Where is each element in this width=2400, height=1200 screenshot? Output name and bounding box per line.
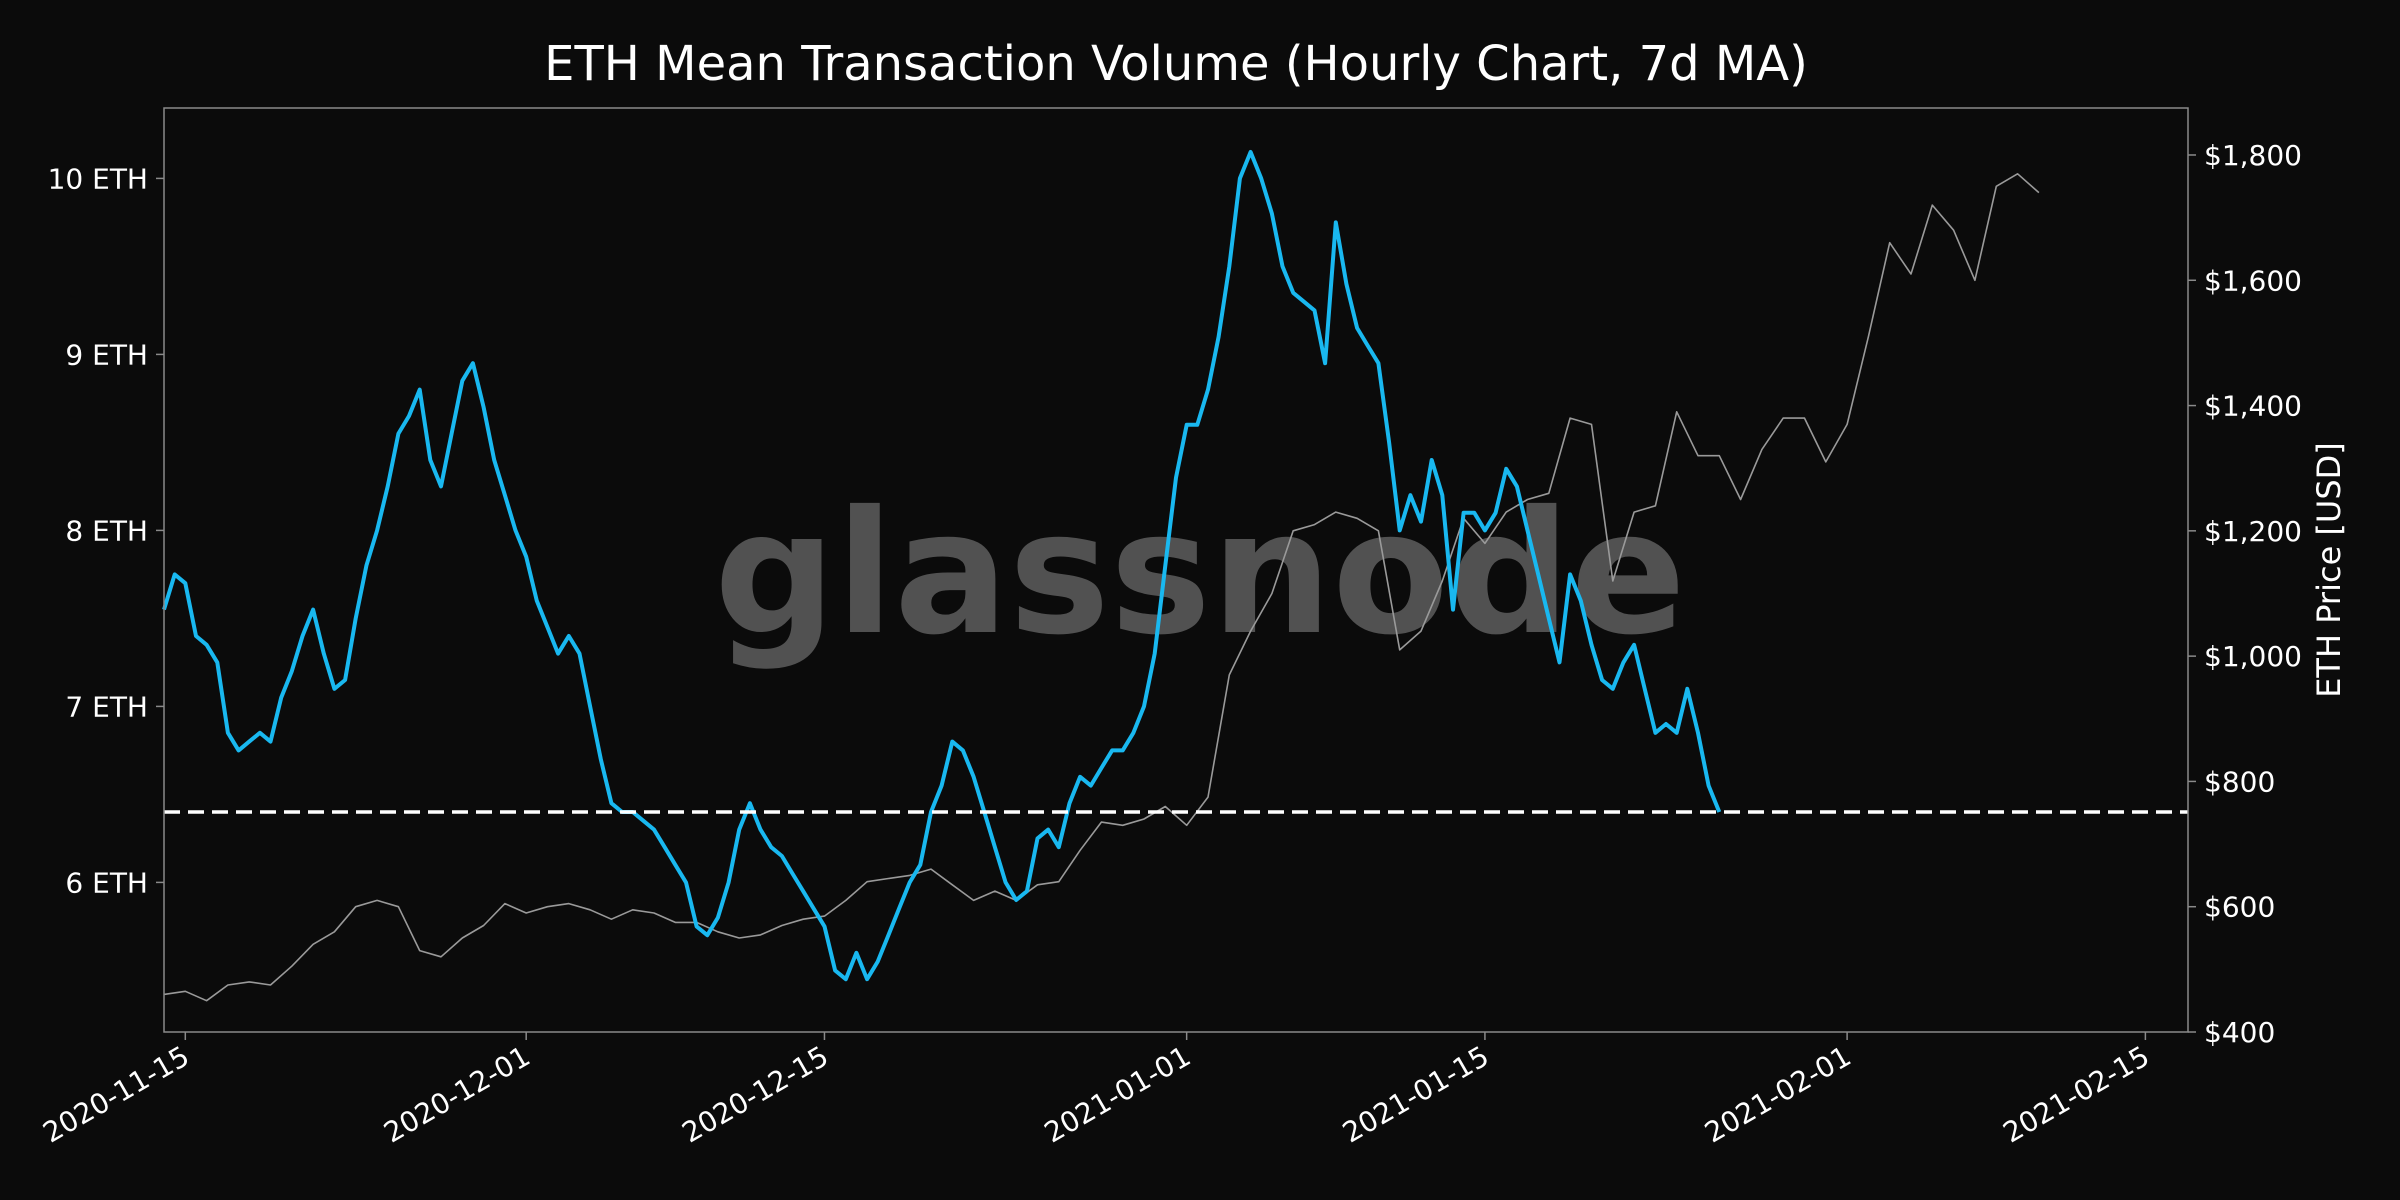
right-tick-label: $1,800 bbox=[2204, 139, 2302, 172]
series-line-volume bbox=[162, 150, 1722, 982]
left-tick-label: 6 ETH bbox=[65, 866, 148, 899]
right-tick-label: $1,600 bbox=[2204, 264, 2302, 297]
left-tick-label: 9 ETH bbox=[65, 338, 148, 371]
chart-title: ETH Mean Transaction Volume (Hourly Char… bbox=[544, 36, 1808, 92]
left-tick-label: 10 ETH bbox=[48, 162, 148, 195]
right-tick-label: $1,000 bbox=[2204, 640, 2302, 673]
plot-frame bbox=[163, 107, 2189, 1033]
right-tick-label: $1,200 bbox=[2204, 515, 2302, 548]
series-line-price bbox=[163, 173, 2040, 1002]
right-axis-label: ETH Price [USD] bbox=[2310, 442, 2348, 698]
series-layer bbox=[162, 150, 2040, 1002]
left-tick-label: 8 ETH bbox=[65, 514, 148, 547]
right-tick-label: $400 bbox=[2204, 1016, 2275, 1049]
left-tick-label: 7 ETH bbox=[65, 690, 148, 723]
right-tick-label: $1,400 bbox=[2204, 390, 2302, 423]
right-tick-label: $600 bbox=[2204, 891, 2275, 924]
right-axis: $400 $600 $800 $1,000 $1,200 $1,400 $1,600 $1,8… bbox=[2188, 139, 2302, 1049]
right-tick-label: $800 bbox=[2204, 765, 2275, 798]
left-axis: 6 ETH 7 ETH 8 ETH 9 ETH 10 ETH bbox=[48, 162, 164, 899]
